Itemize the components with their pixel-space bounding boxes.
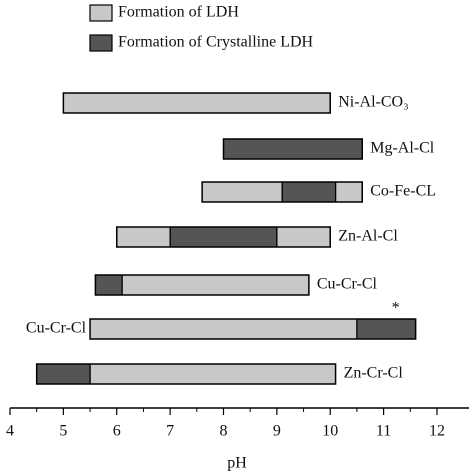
bar-outline [35,363,337,385]
bar-segment [202,182,283,202]
bar-segment [95,275,123,295]
bar-segment [116,227,171,247]
row-label: Ni-Al-CO₃ [338,94,408,111]
legend-label: Formation of Crystalline LDH [118,34,314,51]
legend-swatch [89,4,113,22]
x-tick-label: 12 [429,423,445,440]
bar-segment [356,319,416,339]
bar-outline [115,226,331,248]
row-label: Zn-Cr-Cl [344,365,404,382]
row-label: Cu-Cr-Cl [26,320,87,337]
x-tick-label: 6 [113,423,121,440]
row-label: Mg-Al-Cl [370,140,435,157]
bar-segment [122,275,309,295]
bar-segment [90,319,357,339]
bar-segment [282,182,336,202]
x-tick-label: 5 [59,423,67,440]
bar-segment [63,93,331,113]
x-tick-label: 7 [166,423,174,440]
bar-outline [62,92,331,114]
bar-outline [94,274,310,296]
row-label: Zn-Al-Cl [338,228,398,245]
x-tick-label: 10 [322,423,338,440]
x-tick-label: 9 [273,423,281,440]
bar-segment [36,364,91,384]
x-tick-label: 11 [376,423,391,440]
row-label: Cu-Cr-Cl [317,276,378,293]
bar-outline [222,138,364,160]
legend-label: Formation of LDH [118,4,239,21]
bar-segment [90,364,336,384]
row-label: Co-Fe-CL [370,183,436,200]
x-axis-label: pH [227,455,247,472]
x-tick-label: 4 [6,423,14,440]
x-tick-label: 8 [219,423,227,440]
bar-segment [276,227,331,247]
legend-swatch [89,34,113,52]
bar-segment [223,139,363,159]
bar-segment [335,182,363,202]
bar-segment [170,227,277,247]
bar-outline [89,318,417,340]
annotation: * [392,300,400,317]
